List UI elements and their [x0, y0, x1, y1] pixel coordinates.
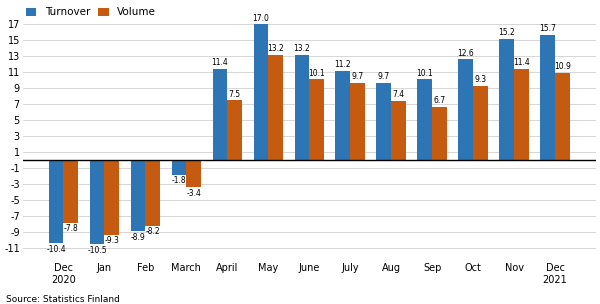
- Bar: [268, 55, 283, 160]
- Text: -10.5: -10.5: [87, 246, 107, 255]
- Text: 6.7: 6.7: [433, 96, 446, 105]
- Bar: [212, 69, 227, 160]
- Bar: [131, 160, 145, 231]
- Bar: [350, 83, 365, 160]
- Text: 7.5: 7.5: [229, 90, 241, 98]
- Text: 9.7: 9.7: [352, 72, 364, 81]
- Bar: [295, 55, 309, 160]
- Text: 17.0: 17.0: [253, 14, 269, 22]
- Text: 7.4: 7.4: [392, 90, 404, 99]
- Bar: [335, 71, 350, 160]
- Text: -1.8: -1.8: [172, 176, 187, 185]
- Bar: [555, 73, 570, 160]
- Bar: [473, 86, 488, 160]
- Text: 12.6: 12.6: [457, 49, 474, 58]
- Text: 15.7: 15.7: [539, 24, 556, 33]
- Bar: [49, 160, 64, 244]
- Bar: [254, 24, 268, 160]
- Text: 15.2: 15.2: [499, 28, 515, 37]
- Bar: [432, 107, 447, 160]
- Legend: Turnover, Volume: Turnover, Volume: [26, 7, 156, 17]
- Bar: [172, 160, 187, 174]
- Bar: [104, 160, 119, 235]
- Bar: [309, 79, 324, 160]
- Bar: [499, 39, 514, 160]
- Bar: [227, 100, 242, 160]
- Text: 9.3: 9.3: [475, 75, 487, 84]
- Text: 9.7: 9.7: [378, 72, 390, 81]
- Bar: [187, 160, 201, 188]
- Text: -9.3: -9.3: [104, 236, 119, 245]
- Bar: [64, 160, 78, 223]
- Text: 11.4: 11.4: [212, 58, 229, 67]
- Text: 10.9: 10.9: [554, 62, 571, 71]
- Bar: [145, 160, 160, 226]
- Bar: [376, 83, 391, 160]
- Text: -8.9: -8.9: [131, 233, 145, 242]
- Bar: [458, 59, 473, 160]
- Bar: [90, 160, 104, 244]
- Bar: [514, 69, 529, 160]
- Text: 10.1: 10.1: [308, 69, 325, 78]
- Text: 11.4: 11.4: [513, 58, 530, 67]
- Text: -7.8: -7.8: [64, 224, 78, 233]
- Text: 11.2: 11.2: [335, 60, 351, 69]
- Text: -10.4: -10.4: [46, 245, 66, 254]
- Text: -3.4: -3.4: [187, 189, 201, 198]
- Text: 13.2: 13.2: [268, 44, 284, 53]
- Bar: [540, 35, 555, 160]
- Text: Source: Statistics Finland: Source: Statistics Finland: [6, 295, 120, 304]
- Text: 13.2: 13.2: [293, 44, 310, 53]
- Bar: [391, 101, 406, 160]
- Text: 10.1: 10.1: [416, 69, 433, 78]
- Bar: [418, 79, 432, 160]
- Text: -8.2: -8.2: [145, 227, 160, 237]
